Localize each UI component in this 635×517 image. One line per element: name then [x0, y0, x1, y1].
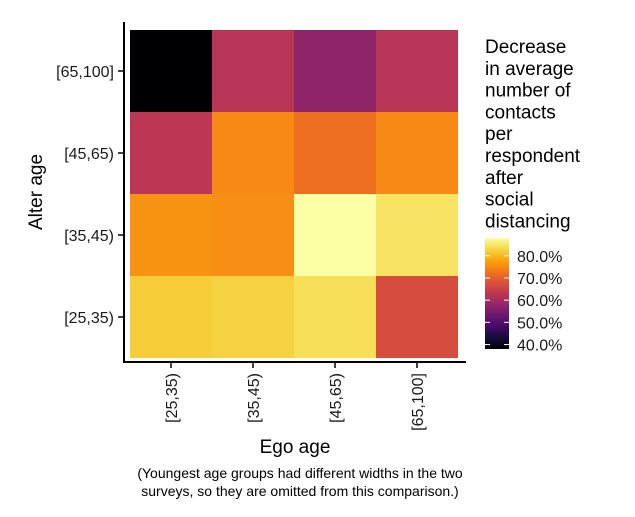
heatmap-cell	[130, 276, 212, 358]
heatmap-cell	[130, 112, 212, 194]
legend-title-line: social	[485, 190, 534, 211]
axes	[123, 22, 466, 363]
legend-title: Decrease in average number of contacts per re…	[485, 37, 581, 232]
y-tick-label: [65,100]	[56, 64, 114, 81]
y-axis-title: Alter age	[26, 154, 47, 230]
heatmap-cell	[212, 194, 294, 276]
heatmap-cell	[294, 276, 376, 358]
legend-title-line: contacts	[485, 102, 556, 123]
legend-title-line: per	[485, 124, 513, 145]
x-axis-ticks: [25,35) [35,45) [45,65) [65,100]	[164, 362, 427, 431]
legend-tick-label: 80.0%	[517, 249, 562, 266]
x-tick-label: [25,35)	[164, 373, 181, 423]
color-legend: Decrease in average number of contacts per re…	[485, 37, 581, 355]
legend-title-line: number of	[485, 81, 571, 102]
heatmap-cells	[130, 30, 458, 358]
y-tick-label: [25,35)	[64, 310, 114, 327]
heatmap-cell	[376, 30, 458, 112]
heatmap-cell	[212, 30, 294, 112]
heatmap-cell	[294, 30, 376, 112]
caption-line: surveys, so they are omitted from this c…	[141, 483, 459, 499]
y-tick-label: [35,45)	[64, 228, 114, 245]
heatmap-cell	[212, 276, 294, 358]
legend-ticks: 40.0% 50.0% 60.0% 70.0% 80.0%	[485, 249, 562, 355]
heatmap-cell	[376, 194, 458, 276]
heatmap-cell	[212, 112, 294, 194]
x-tick-label: [65,100]	[410, 373, 427, 431]
x-tick-label: [35,45)	[246, 373, 263, 423]
heatmap-cell	[376, 112, 458, 194]
legend-title-line: after	[485, 168, 524, 189]
heatmap-cell	[130, 30, 212, 112]
y-tick-label: [45,65)	[64, 146, 114, 163]
legend-title-line: distancing	[485, 211, 571, 232]
legend-title-line: Decrease	[485, 37, 566, 58]
heatmap-cell	[130, 194, 212, 276]
heatmap-cell	[294, 112, 376, 194]
legend-tick-label: 40.0%	[517, 338, 562, 355]
caption-line: (Youngest age groups had different width…	[137, 465, 463, 481]
legend-tick-label: 50.0%	[517, 315, 562, 332]
caption: (Youngest age groups had different width…	[60, 464, 540, 500]
x-axis-title: Ego age	[260, 437, 331, 458]
x-tick-label: [45,65)	[328, 373, 345, 423]
legend-tick-label: 60.0%	[517, 293, 562, 310]
heatmap-cell	[294, 194, 376, 276]
legend-colorbar	[485, 238, 509, 349]
legend-title-line: in average	[485, 59, 574, 80]
y-axis-ticks: [25,35) [35,45) [45,65) [65,100]	[56, 64, 124, 327]
legend-tick-label: 70.0%	[517, 271, 562, 288]
legend-title-line: respondent	[485, 146, 581, 167]
heatmap-cell	[376, 276, 458, 358]
